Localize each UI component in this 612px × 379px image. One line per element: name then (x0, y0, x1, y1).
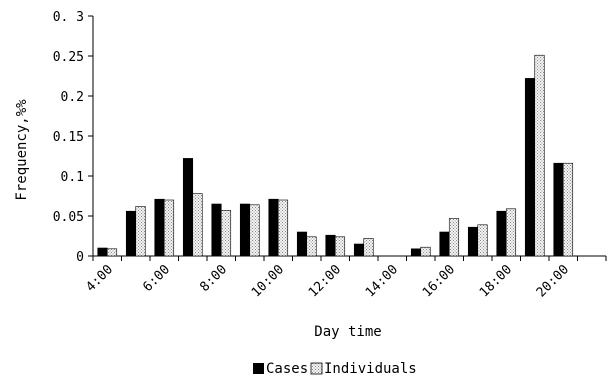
y-tick-label: 0. 3 (53, 10, 84, 25)
x-tick-label: 12:00 (306, 262, 344, 300)
bar-cases-600 (154, 198, 165, 257)
bar-individuals-1600 (448, 218, 460, 257)
bar-individuals-1000 (277, 199, 289, 257)
legend-label-individuals: Individuals (324, 361, 417, 377)
bar-individuals-700 (192, 193, 203, 257)
y-tick-label: 0 (76, 250, 84, 265)
bar-individuals-400 (106, 248, 118, 257)
y-tick-label: 0.05 (53, 210, 84, 225)
bar-individuals-900 (249, 204, 260, 257)
bar-individuals-800 (220, 210, 232, 257)
tick-labels: 0 0.05 0.1 0.15 0.2 0.25 0. 3 4:00 6:00 8:00 10:00… (53, 10, 572, 301)
bar-cases-1200 (325, 234, 336, 257)
x-tick-label: 14:00 (363, 262, 401, 300)
bar-individuals-600 (163, 199, 175, 257)
legend-swatch-individuals (310, 362, 323, 375)
bar-cases-2000 (553, 162, 564, 257)
bar-cases-800 (211, 203, 222, 257)
bar-individuals-1800 (505, 208, 517, 257)
bar-cases-1000 (268, 198, 279, 257)
bar-cases-1900 (524, 78, 536, 257)
y-tick-label: 0.2 (61, 90, 84, 105)
bar-individuals-500 (135, 206, 146, 257)
legend: Cases Individuals (253, 361, 417, 377)
x-tick-label: 4:00 (83, 262, 116, 295)
x-axis-title: Day time (314, 324, 381, 340)
bar-individuals-1500 (420, 246, 431, 257)
bar-individuals-1100 (306, 236, 317, 257)
bar-individuals-1300 (363, 238, 374, 257)
x-tick-label: 6:00 (140, 262, 173, 295)
x-tick-label: 10:00 (249, 262, 287, 300)
legend-label-cases: Cases (266, 361, 308, 377)
bar-cases-900 (239, 203, 251, 257)
axes (88, 15, 607, 261)
bar-cases-400 (97, 247, 108, 257)
x-tick-label: 16:00 (420, 262, 458, 300)
bar-cases-1600 (439, 231, 450, 257)
bar-cases-700 (182, 158, 194, 257)
bar-individuals-2000 (562, 162, 574, 257)
bar-individuals-1700 (477, 224, 488, 257)
bar-cases-1800 (496, 210, 507, 257)
bar-cases-1700 (467, 226, 479, 257)
y-tick-label: 0.15 (53, 130, 84, 145)
bar-cases-1300 (353, 243, 365, 257)
x-tick-label: 8:00 (197, 262, 230, 295)
bar-cases-500 (125, 210, 137, 257)
legend-swatch-cases (253, 363, 264, 374)
y-axis-title: Frequency,%% (14, 99, 30, 201)
bars (97, 54, 574, 257)
x-tick-label: 18:00 (477, 262, 515, 300)
bar-cases-1500 (410, 248, 422, 257)
y-tick-label: 0.1 (61, 170, 84, 185)
bar-cases-1100 (296, 231, 308, 257)
bar-individuals-1900 (534, 54, 545, 257)
x-tick-label: 20:00 (534, 262, 572, 300)
y-tick-label: 0.25 (53, 50, 84, 65)
bar-individuals-1200 (334, 236, 346, 257)
